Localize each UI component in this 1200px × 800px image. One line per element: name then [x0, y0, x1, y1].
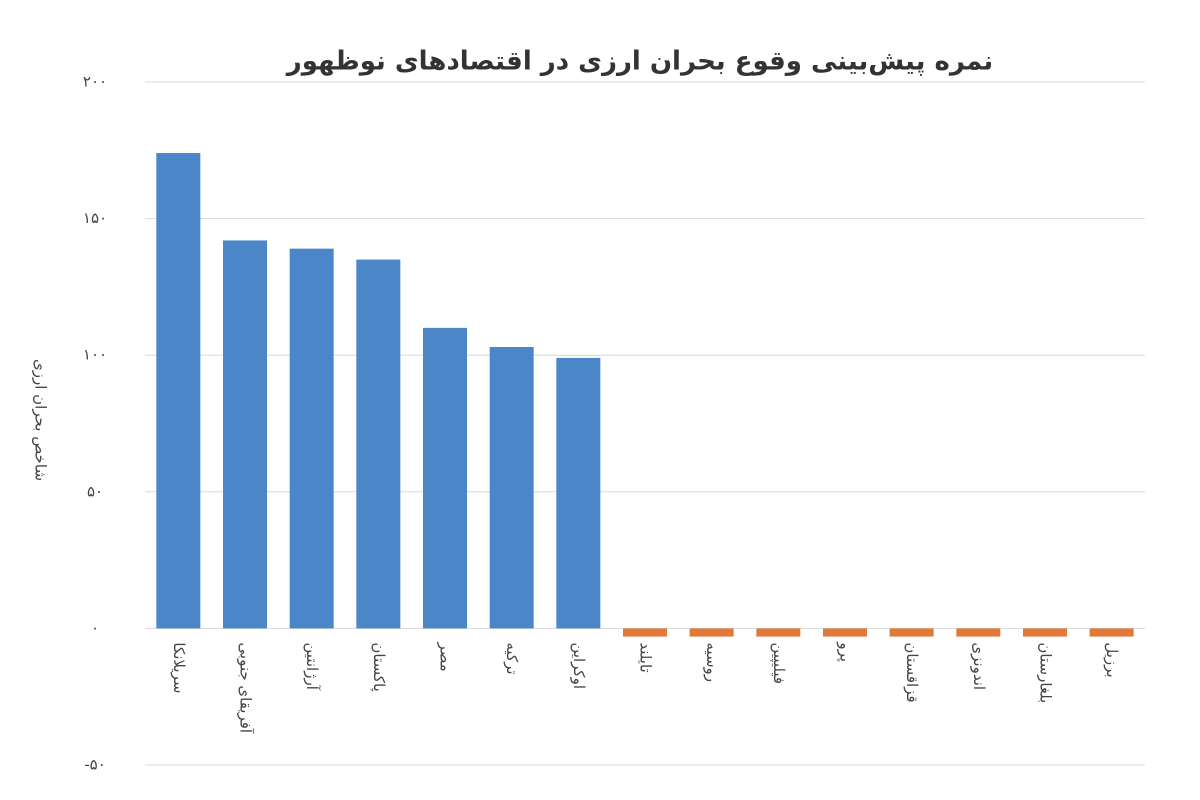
x-tick-label: پاکستان — [369, 642, 388, 691]
bar — [956, 628, 1001, 637]
x-tick-label: فیلیپین — [769, 642, 788, 684]
y-tick-label: ۲۰۰ — [83, 73, 107, 91]
bar — [1089, 628, 1134, 637]
x-tick-label: تایلند — [637, 642, 655, 672]
bar — [1023, 628, 1067, 637]
x-tick-label: قزاقستان — [903, 642, 921, 702]
y-tick-label: ۵۰ — [87, 482, 103, 500]
x-tick-label: اندونزی — [970, 642, 988, 690]
bar — [556, 357, 601, 629]
bar — [356, 259, 401, 629]
x-tick-label: ترکیه — [503, 642, 521, 674]
x-tick-label: برزیل — [1103, 642, 1121, 677]
x-tick-label: روسیه — [703, 642, 721, 682]
x-tick-label: اوکراین — [570, 642, 588, 689]
y-tick-label: ۰ — [91, 619, 99, 637]
x-tick-label: پرو — [836, 641, 855, 662]
bar — [289, 248, 334, 629]
x-tick-label: بلغارستان — [1037, 642, 1055, 703]
chart-title: نمره پیش‌بینی وقوع بحران ارزی در اقتصاده… — [285, 47, 993, 77]
y-tick-label: ۱۰۰ — [83, 346, 107, 364]
bar — [889, 628, 934, 637]
bar — [823, 628, 867, 637]
x-tick-label: آفریقای جنوبی — [237, 642, 255, 734]
bar — [756, 628, 801, 637]
bar — [423, 327, 467, 629]
bar — [156, 153, 201, 629]
y-axis-label: شاخص بحران ارزی — [32, 359, 50, 481]
bar — [689, 628, 734, 637]
y-tick-label: -۵۰ — [84, 756, 106, 774]
bar — [489, 347, 534, 629]
x-tick-label: آرژانتین — [303, 642, 321, 690]
x-tick-label: سریلانکا — [170, 642, 188, 693]
bar — [223, 240, 267, 629]
y-tick-label: ۱۵۰ — [83, 209, 107, 227]
bar — [623, 628, 667, 637]
x-tick-label: مصر — [437, 641, 455, 671]
